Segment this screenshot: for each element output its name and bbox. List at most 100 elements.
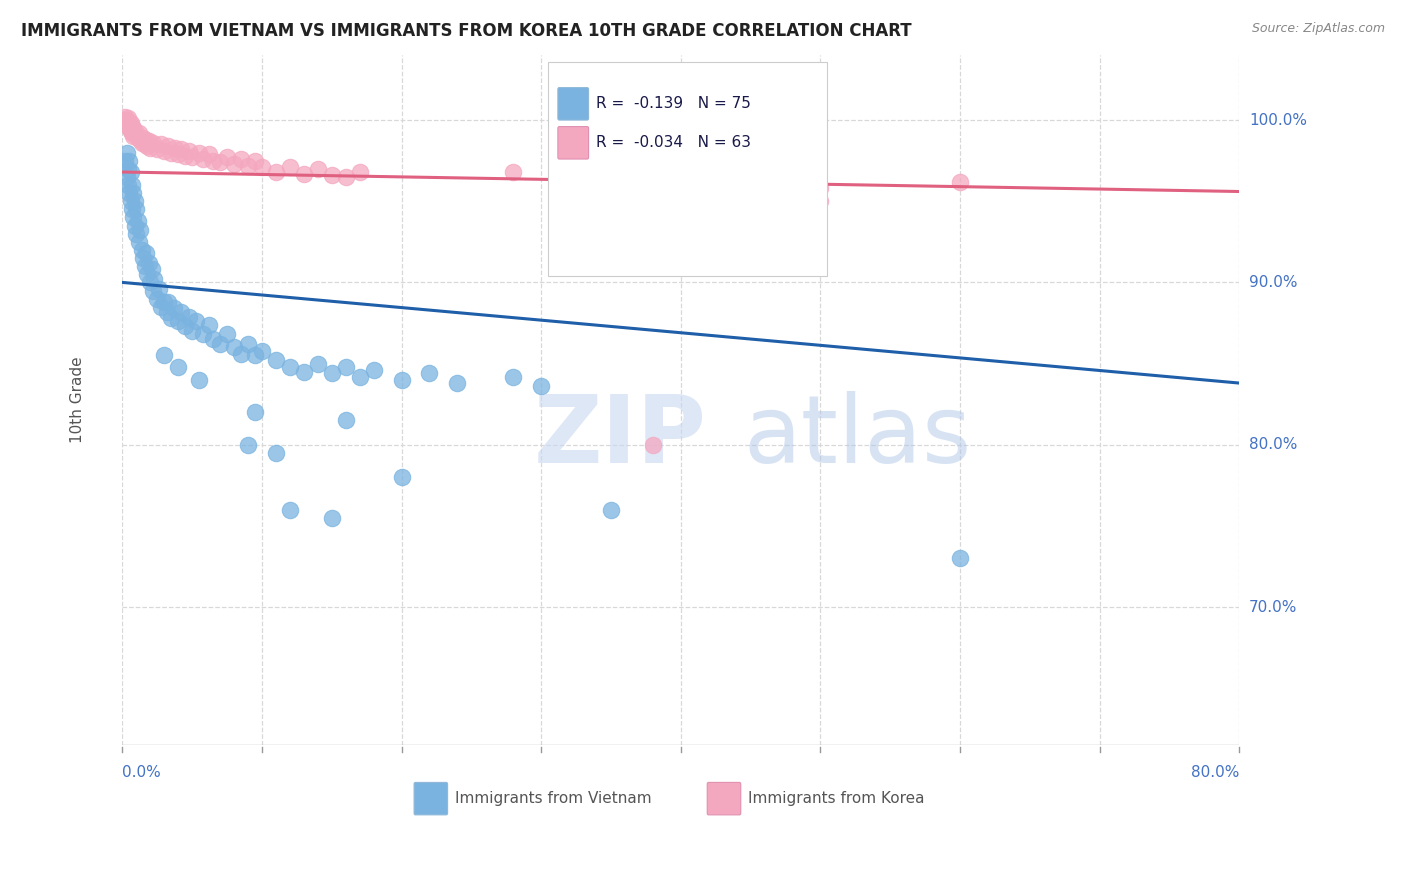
Point	[250, 343, 273, 358]
Point	[250, 160, 273, 174]
Point	[120, 124, 142, 138]
Text: 10th Grade: 10th Grade	[70, 357, 86, 443]
Point	[949, 175, 972, 189]
Text: ZIP: ZIP	[534, 391, 707, 483]
FancyBboxPatch shape	[558, 87, 589, 120]
Point	[132, 251, 155, 265]
Point	[292, 365, 315, 379]
Point	[170, 304, 193, 318]
Text: R =  -0.139   N = 75: R = -0.139 N = 75	[596, 96, 751, 112]
Point	[122, 121, 145, 136]
Point	[335, 413, 357, 427]
Point	[502, 369, 524, 384]
Point	[215, 150, 238, 164]
Point	[170, 142, 193, 156]
Text: 70.0%: 70.0%	[1249, 599, 1298, 615]
FancyBboxPatch shape	[548, 62, 827, 276]
Point	[153, 348, 176, 362]
Point	[115, 145, 138, 160]
Point	[115, 113, 138, 128]
Point	[148, 282, 170, 296]
Text: Immigrants from Vietnam: Immigrants from Vietnam	[454, 791, 651, 806]
Text: 90.0%: 90.0%	[1249, 275, 1298, 290]
Point	[307, 357, 329, 371]
Text: 100.0%: 100.0%	[1249, 112, 1308, 128]
Text: atlas: atlas	[744, 391, 972, 483]
Point	[146, 142, 169, 156]
Point	[121, 120, 143, 134]
Point	[124, 194, 146, 209]
Point	[115, 169, 138, 184]
Point	[243, 348, 266, 362]
Point	[136, 268, 159, 282]
Point	[136, 139, 159, 153]
Point	[179, 310, 201, 324]
Point	[222, 340, 245, 354]
Point	[167, 147, 190, 161]
Point	[949, 551, 972, 566]
Point	[335, 169, 357, 184]
Text: 80.0%: 80.0%	[1249, 437, 1298, 452]
Point	[236, 159, 259, 173]
Point	[120, 116, 142, 130]
Point	[118, 114, 141, 128]
Point	[118, 153, 141, 168]
Point	[153, 144, 176, 158]
Point	[150, 137, 173, 152]
Point	[127, 131, 149, 145]
Text: Immigrants from Korea: Immigrants from Korea	[748, 791, 924, 806]
Point	[157, 139, 180, 153]
Point	[132, 131, 155, 145]
Point	[264, 353, 287, 368]
Point	[139, 141, 162, 155]
Point	[236, 337, 259, 351]
Point	[122, 211, 145, 225]
Point	[117, 178, 139, 192]
Point	[134, 259, 156, 273]
Point	[641, 173, 664, 187]
Point	[117, 118, 139, 132]
Point	[150, 300, 173, 314]
Point	[349, 165, 371, 179]
Point	[157, 294, 180, 309]
Point	[321, 510, 343, 524]
Point	[142, 284, 165, 298]
Point	[138, 134, 160, 148]
Point	[120, 165, 142, 179]
Point	[127, 213, 149, 227]
Point	[188, 145, 211, 160]
Point	[641, 438, 664, 452]
Point	[115, 116, 138, 130]
Point	[209, 337, 232, 351]
Point	[236, 438, 259, 452]
Point	[349, 369, 371, 384]
Point	[125, 202, 148, 217]
Point	[125, 227, 148, 241]
Point	[146, 292, 169, 306]
Point	[129, 132, 152, 146]
Point	[122, 129, 145, 144]
Point	[139, 276, 162, 290]
Point	[131, 136, 153, 150]
Point	[142, 136, 165, 150]
Point	[134, 137, 156, 152]
Point	[278, 160, 301, 174]
Point	[391, 470, 413, 484]
Point	[391, 373, 413, 387]
FancyBboxPatch shape	[415, 782, 447, 815]
Text: 0.0%: 0.0%	[122, 764, 162, 780]
Point	[530, 379, 553, 393]
Point	[264, 446, 287, 460]
FancyBboxPatch shape	[707, 782, 741, 815]
Point	[243, 153, 266, 168]
Point	[202, 153, 225, 168]
Point	[179, 144, 201, 158]
Point	[117, 112, 139, 126]
Point	[143, 272, 166, 286]
Point	[193, 327, 215, 342]
Point	[229, 347, 252, 361]
Point	[174, 319, 197, 334]
Point	[160, 145, 183, 160]
Point	[141, 262, 163, 277]
Point	[808, 181, 831, 195]
